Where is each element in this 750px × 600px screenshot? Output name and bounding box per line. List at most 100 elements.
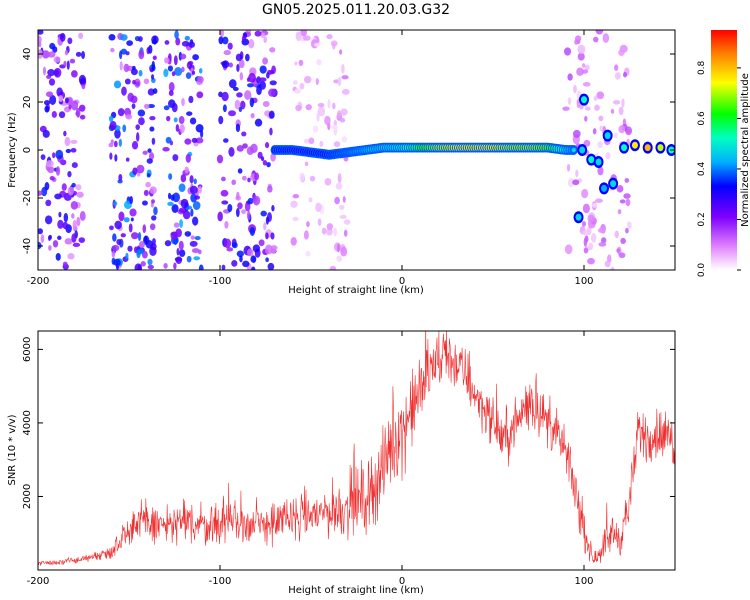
heatmap-noise-cell [218,36,224,45]
heatmap-noise-cell [42,66,47,76]
heatmap-noise-cell [113,258,121,267]
y-tick-label: 40 [22,48,33,61]
heatmap-noise-cell [256,76,261,84]
heatmap-noise-cell [153,206,158,216]
heatmap-noise-cell [108,34,116,41]
heatmap-noise-cell [312,125,319,133]
heatmap-noise-cell [76,191,84,198]
heatmap-noise-cell [337,76,342,87]
heatmap-y-ticks: -40 -20 0 20 40 [22,48,675,254]
heatmap-noise-cell [223,50,232,56]
x-tick-label: -100 [209,576,232,587]
heatmap-noise-cell [78,104,86,112]
heatmap-noise-cell [163,262,168,269]
heatmap-noise-cell [192,216,199,226]
heatmap-noise-cell [240,100,246,110]
heatmap-noise-cell [137,231,142,242]
heatmap-noise-cell [294,88,302,94]
heatmap-noise-cell [610,266,615,270]
heatmap-noise-cell [228,110,236,117]
heatmap-noise-cell [184,138,192,145]
heatmap-noise-cell [593,95,598,101]
heatmap-noise-cell [70,139,78,144]
heatmap-noise-cell [119,61,123,71]
heatmap-noise-cell [619,199,626,204]
heatmap-spot [581,96,587,104]
heatmap-noise-cell [265,232,269,240]
heatmap-noise-cell [172,192,180,203]
heatmap-noise-cell [227,203,233,213]
heatmap-noise-cell [151,137,156,145]
heatmap-noise-cell [47,69,55,77]
heatmap-noise-cell [254,118,263,127]
heatmap-noise-cell [198,185,202,194]
heatmap-noise-cell [231,260,238,267]
heatmap-noise-cell [54,193,62,200]
heatmap-noise-cell [308,197,313,203]
snr-y-axis-label: SNR (10 * v/v) [7,414,18,485]
snr-frame [37,330,676,571]
heatmap-noise-cell [317,102,325,108]
heatmap-noise-cell [151,199,155,204]
heatmap-noise-cell [252,195,261,206]
heatmap-noise-cell [166,115,171,122]
heatmap-noise-cell [616,248,621,253]
heatmap-noise-cell [65,148,72,154]
colorbar-gradient [711,30,737,270]
heatmap-noise-cell [236,92,243,98]
heatmap-noise-cell [152,55,157,61]
heatmap-noise-cell [605,152,611,160]
heatmap-spot [604,132,611,140]
heatmap-spot [588,156,595,164]
heatmap-noise-cell [130,68,138,76]
heatmap-noise-cell [121,86,127,96]
heatmap-noise-cell [180,174,187,183]
heatmap-noise-cell [149,223,156,231]
heatmap-noise-cell [260,32,266,39]
heatmap-noise-cell [251,266,256,270]
heatmap-noise-cell [129,208,137,217]
heatmap-noise-cell [198,68,203,74]
heatmap-noise-cell [614,64,619,71]
heatmap-noise-cell [48,78,56,86]
heatmap-noise-cell [149,186,157,195]
heatmap-noise-cell [168,90,174,97]
chart-title: GN05.2025.011.20.03.G32 [262,2,450,18]
heatmap-noise-cell [64,238,73,245]
heatmap-noise-cell [151,60,155,71]
heatmap-noise-cell [583,237,588,247]
heatmap-noise-cell [171,71,176,77]
heatmap-noise-cell [222,36,229,45]
heatmap-noise-cell [178,240,184,251]
heatmap-noise-cell [49,42,56,50]
heatmap-spot [644,144,651,152]
heatmap-noise-cell [247,197,254,205]
heatmap-spot [601,184,608,192]
heatmap-noise-cell [602,33,610,43]
heatmap-noise-cell [175,37,181,46]
y-tick-label: 0 [22,147,33,153]
y-tick-label: 6000 [22,337,33,362]
heatmap-noise-cell [339,214,347,219]
heatmap-x-axis-label: Height of straight line (km) [288,285,424,296]
heatmap-noise-cell [235,123,241,133]
heatmap-noise-cell [576,67,584,76]
heatmap-noise-cell [143,189,149,197]
heatmap-noise-cell [71,182,76,188]
heatmap-noise-cell [337,173,342,184]
heatmap-noise-cell [40,234,45,243]
heatmap-noise-cell [147,258,153,266]
heatmap-noise-cell [262,159,268,166]
heatmap-noise-cell [217,211,223,222]
heatmap-noise-cell [164,57,170,64]
heatmap-noise-cell [184,35,191,41]
heatmap-noise-cell [306,221,310,228]
heatmap-noise-cell [316,112,320,122]
heatmap-noise-cell [618,49,625,57]
heatmap-noise-cell [79,114,86,120]
heatmap-noise-cell [620,237,626,244]
heatmap-noise-cell [127,245,133,252]
heatmap-noise-cell [130,95,138,104]
heatmap-noise-cell [113,201,118,206]
